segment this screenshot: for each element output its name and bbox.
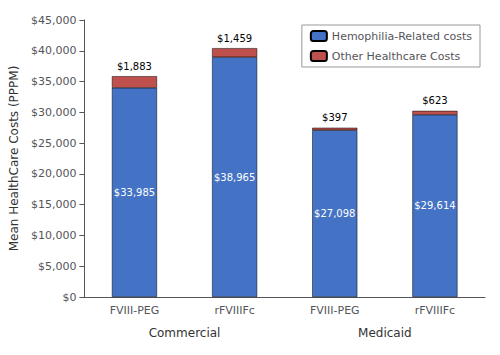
svg-text:Hemophilia-Related costs: Hemophilia-Related costs (332, 30, 472, 43)
svg-text:$45,000: $45,000 (31, 14, 77, 27)
svg-text:$25,000: $25,000 (31, 137, 77, 150)
svg-text:Mean HealthCare Costs (PPPM): Mean HealthCare Costs (PPPM) (7, 66, 21, 252)
svg-text:$10,000: $10,000 (31, 229, 77, 242)
svg-text:$15,000: $15,000 (31, 198, 77, 211)
svg-text:FVIII-PEG: FVIII-PEG (110, 304, 160, 317)
svg-text:$5,000: $5,000 (38, 260, 77, 273)
svg-text:$33,985: $33,985 (114, 187, 155, 198)
svg-text:FVIII-PEG: FVIII-PEG (310, 304, 360, 317)
svg-text:$30,000: $30,000 (31, 106, 77, 119)
svg-text:rFVIIIFc: rFVIIIFc (214, 304, 254, 317)
svg-text:rFVIIIFc: rFVIIIFc (415, 304, 455, 317)
svg-text:$29,614: $29,614 (414, 200, 455, 211)
svg-text:$27,098: $27,098 (314, 208, 355, 219)
svg-text:Other Healthcare Costs: Other Healthcare Costs (332, 50, 461, 63)
svg-text:$38,965: $38,965 (214, 172, 255, 183)
svg-text:$397: $397 (322, 112, 347, 123)
svg-text:$20,000: $20,000 (31, 167, 77, 180)
svg-text:$40,000: $40,000 (31, 44, 77, 57)
svg-text:$0: $0 (62, 291, 76, 304)
svg-text:$1,883: $1,883 (117, 61, 152, 72)
svg-text:$623: $623 (422, 95, 447, 106)
svg-text:Medicaid: Medicaid (358, 326, 412, 340)
svg-text:Commercial: Commercial (149, 326, 221, 340)
svg-text:$35,000: $35,000 (31, 75, 77, 88)
svg-text:$1,459: $1,459 (217, 33, 252, 44)
